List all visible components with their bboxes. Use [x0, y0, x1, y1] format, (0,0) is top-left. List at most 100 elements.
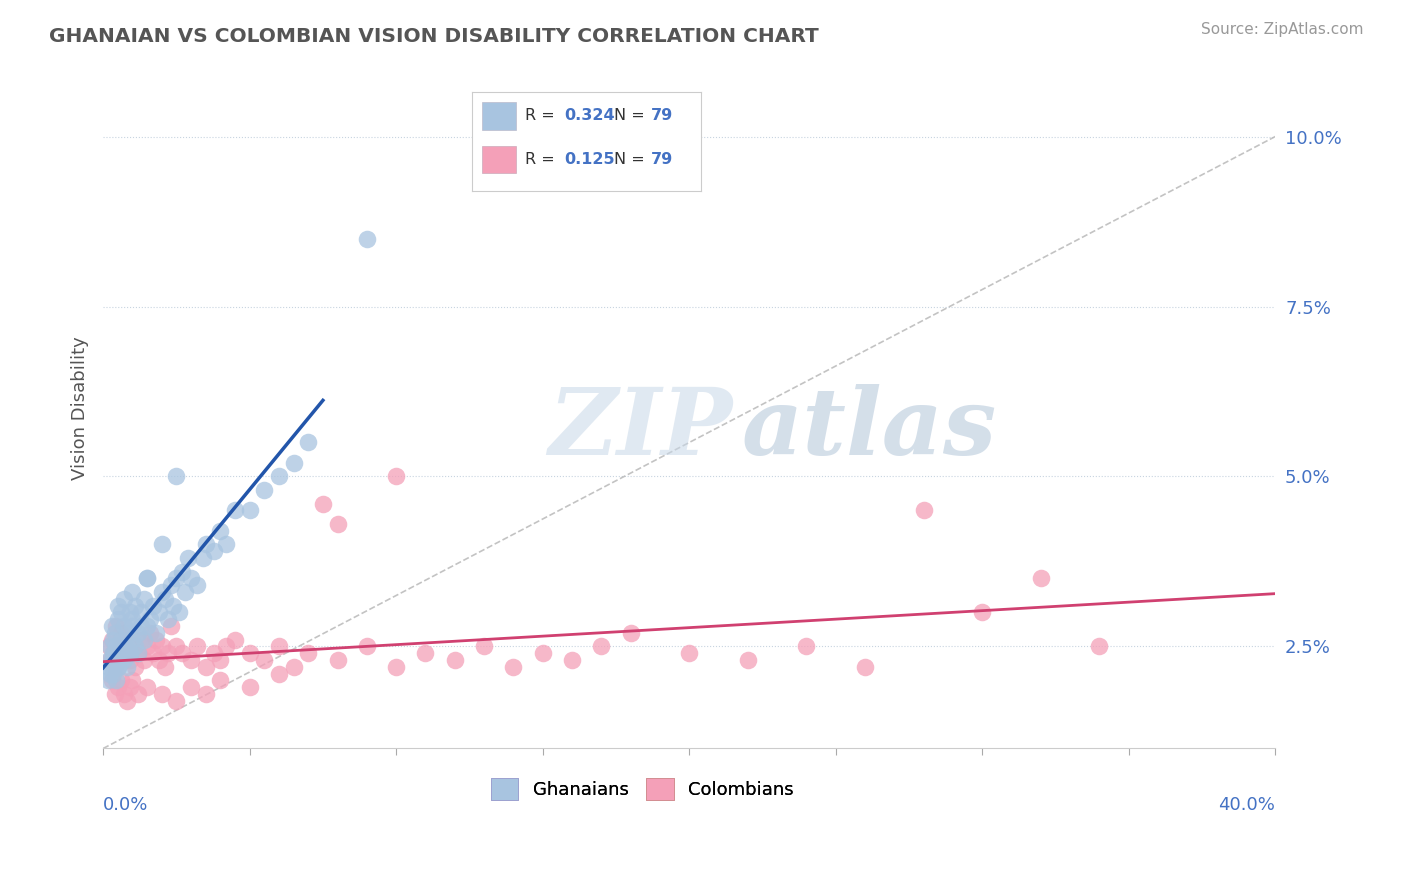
Point	[239, 503, 262, 517]
Point	[134, 632, 156, 647]
Point	[180, 653, 202, 667]
Point	[148, 653, 170, 667]
Point	[472, 640, 495, 654]
Point	[283, 660, 305, 674]
Point	[134, 591, 156, 606]
Point	[172, 646, 194, 660]
Point	[142, 646, 165, 660]
Point	[103, 666, 125, 681]
Point	[110, 626, 132, 640]
Point	[115, 626, 138, 640]
Text: 0.0%: 0.0%	[103, 796, 149, 814]
Text: GHANAIAN VS COLOMBIAN VISION DISABILITY CORRELATION CHART: GHANAIAN VS COLOMBIAN VISION DISABILITY …	[49, 27, 818, 45]
Point	[209, 673, 232, 688]
Point	[153, 591, 176, 606]
Point	[101, 673, 124, 688]
Point	[443, 653, 465, 667]
Point	[98, 653, 121, 667]
Point	[108, 646, 131, 660]
Text: Source: ZipAtlas.com: Source: ZipAtlas.com	[1201, 22, 1364, 37]
Point	[239, 646, 262, 660]
Point	[121, 632, 143, 647]
Text: ZIP: ZIP	[548, 384, 733, 474]
Point	[118, 606, 141, 620]
Point	[204, 544, 226, 558]
Point	[101, 619, 124, 633]
Point	[165, 694, 187, 708]
Point	[142, 599, 165, 613]
Point	[112, 653, 135, 667]
Point	[174, 585, 197, 599]
Point	[101, 632, 124, 647]
Point	[159, 619, 181, 633]
Point	[111, 640, 134, 654]
Point	[253, 653, 276, 667]
Point	[127, 687, 149, 701]
Point	[194, 537, 217, 551]
Point	[124, 599, 146, 613]
Point	[105, 640, 128, 654]
Point	[153, 660, 176, 674]
Point	[297, 435, 319, 450]
Point	[136, 680, 159, 694]
Point	[136, 572, 159, 586]
Point	[110, 632, 132, 647]
Point	[224, 632, 246, 647]
Point	[104, 687, 127, 701]
Point	[112, 591, 135, 606]
Point	[180, 572, 202, 586]
Point	[139, 626, 162, 640]
Point	[103, 632, 125, 647]
Point	[118, 653, 141, 667]
Point	[100, 666, 122, 681]
Point	[115, 660, 138, 674]
Point	[104, 626, 127, 640]
Point	[101, 660, 124, 674]
Point	[118, 646, 141, 660]
Point	[118, 680, 141, 694]
Point	[104, 660, 127, 674]
Point	[129, 632, 152, 647]
Point	[100, 640, 122, 654]
Point	[326, 517, 349, 532]
Point	[912, 503, 935, 517]
Point	[145, 626, 167, 640]
Point	[177, 551, 200, 566]
Point	[127, 626, 149, 640]
Point	[209, 524, 232, 538]
Point	[215, 537, 238, 551]
Point	[150, 687, 173, 701]
Point	[150, 537, 173, 551]
Point	[194, 687, 217, 701]
Point	[502, 660, 524, 674]
Point	[267, 666, 290, 681]
Point	[127, 646, 149, 660]
Point	[112, 646, 135, 660]
Point	[172, 565, 194, 579]
Point	[224, 503, 246, 517]
Text: 40.0%: 40.0%	[1219, 796, 1275, 814]
Point	[104, 646, 127, 660]
Point	[136, 619, 159, 633]
Point	[118, 646, 141, 660]
Point	[98, 660, 121, 674]
Point	[215, 640, 238, 654]
Point	[169, 606, 191, 620]
Point	[107, 599, 129, 613]
Y-axis label: Vision Disability: Vision Disability	[72, 336, 89, 481]
Point	[150, 585, 173, 599]
Point	[110, 673, 132, 688]
Point	[156, 646, 179, 660]
Point	[204, 646, 226, 660]
Point	[105, 673, 128, 688]
Point	[107, 612, 129, 626]
Point	[107, 660, 129, 674]
Point	[162, 599, 184, 613]
Point	[129, 619, 152, 633]
Point	[165, 469, 187, 483]
Point	[737, 653, 759, 667]
Point	[165, 640, 187, 654]
Point	[1088, 640, 1111, 654]
Point	[148, 606, 170, 620]
Point	[415, 646, 437, 660]
